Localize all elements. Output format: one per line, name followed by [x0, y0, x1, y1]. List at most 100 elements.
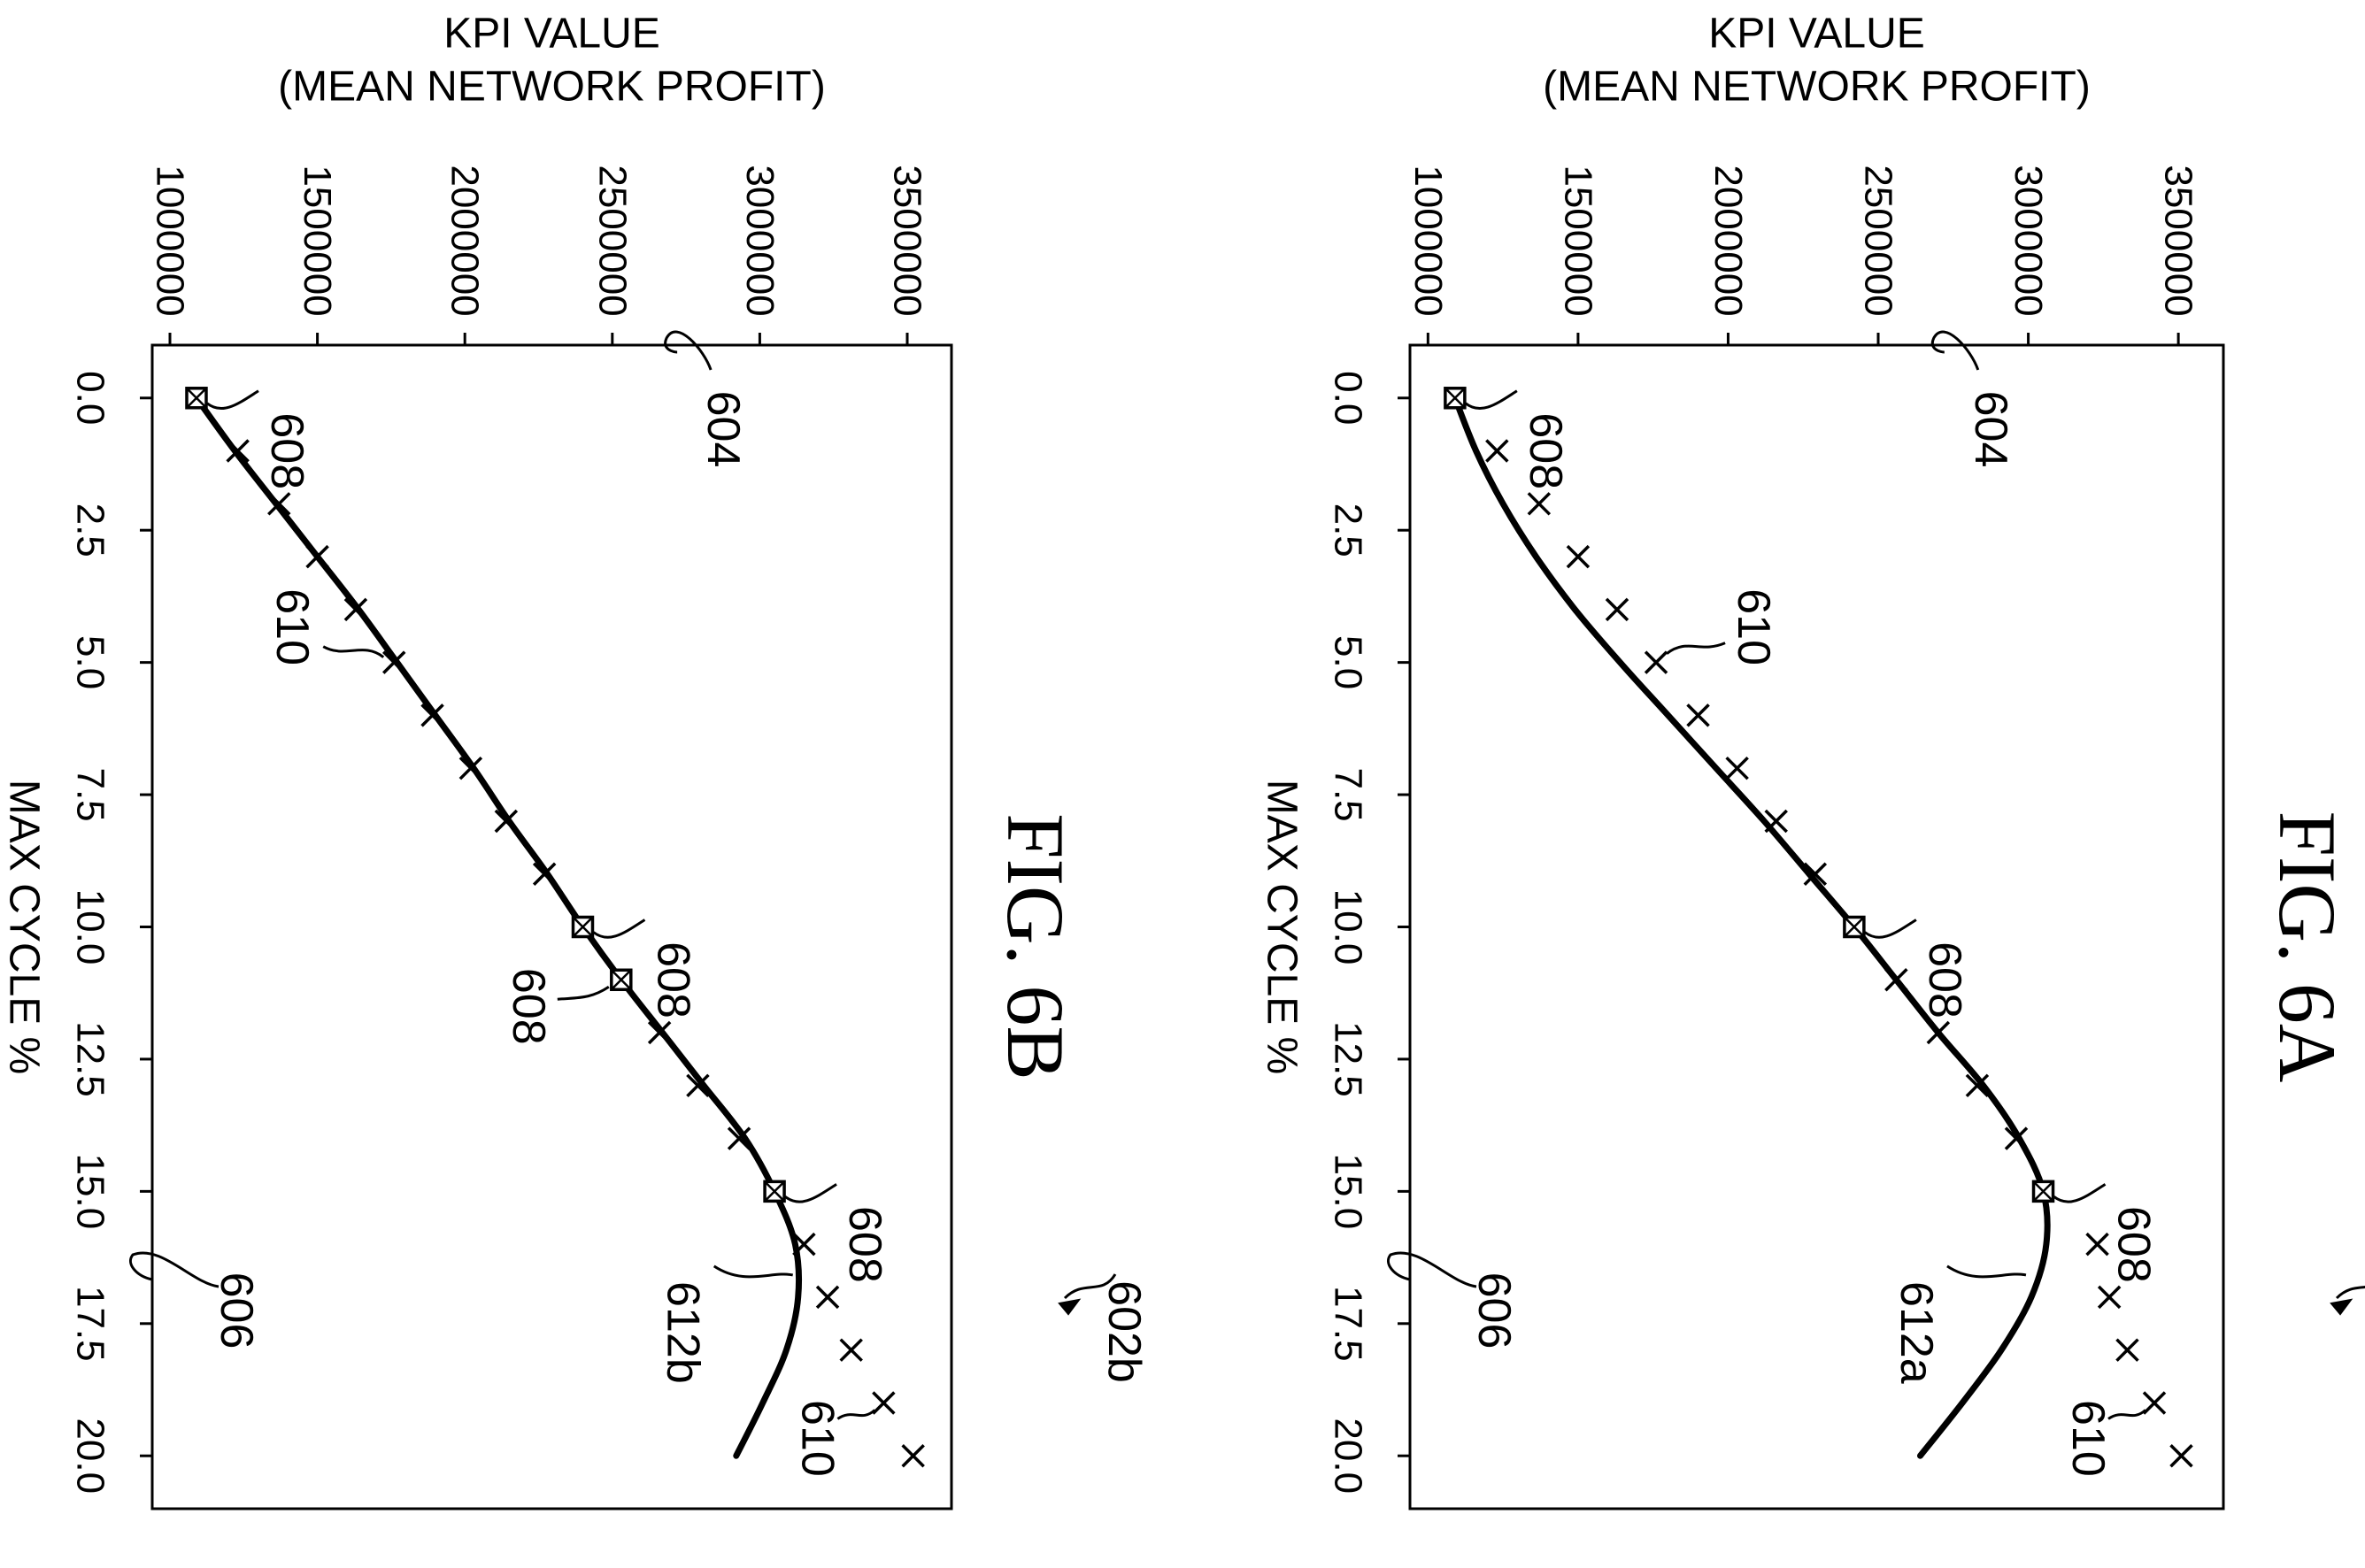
callout-612: 612b — [658, 1281, 709, 1384]
callout-610-tail: 610 — [2062, 1400, 2114, 1477]
callout-612-leader — [713, 1264, 794, 1279]
x-tick-label: 7.5 — [69, 767, 112, 821]
sample-point — [305, 544, 329, 569]
evaluated-point — [610, 968, 633, 992]
x-tick-label: 12.5 — [1327, 1021, 1370, 1097]
callout-606: 606 — [211, 1272, 262, 1349]
callout-608: 608 — [503, 968, 554, 1045]
y-axis-title-line2: (MEAN NETWORK PROFIT) — [1543, 64, 2091, 111]
sample-point — [872, 1391, 896, 1415]
plot-frame — [150, 343, 953, 1510]
sample-point — [2004, 1126, 2029, 1150]
x-tick-label: 2.5 — [69, 503, 112, 557]
callout-608-leader — [206, 389, 259, 410]
sample-point — [2085, 1232, 2109, 1257]
y-axis-title: KPI VALUE — [1708, 11, 1925, 58]
sample-point — [420, 703, 444, 727]
callout-608: 608 — [1520, 412, 1571, 489]
evaluated-point — [2031, 1180, 2055, 1203]
y-tick-label: 3500000 — [2157, 165, 2200, 316]
x-axis-title: MAX CYCLE % — [1259, 780, 1306, 1074]
figure-panel-6b: 0.0 2.5 5.0 7.5 10.0 12.5 15.0 17.5 20.0 1000000 1… — [1, 11, 1150, 1510]
x-tick-label: 17.5 — [1327, 1286, 1370, 1362]
panel-ref-arrowhead — [1058, 1298, 1082, 1316]
x-tick-label: 0.0 — [1327, 371, 1370, 425]
callout-606: 606 — [1468, 1272, 1520, 1349]
sample-point — [2115, 1338, 2139, 1362]
panel-ref-arrowhead — [2330, 1298, 2353, 1316]
panel-ref-leader — [1063, 1273, 1117, 1300]
y-tick-label: 3000000 — [738, 165, 782, 316]
x-tick-label: 15.0 — [69, 1154, 112, 1230]
panel-ref-leader — [2335, 1286, 2365, 1300]
figure-caption: FIG. 6A — [2262, 811, 2353, 1083]
sample-point — [343, 597, 368, 622]
sample-point — [2169, 1443, 2193, 1468]
y-tick-label: 1500000 — [296, 165, 339, 316]
sample-point — [494, 809, 519, 834]
sample-point — [1485, 439, 1509, 463]
evaluated-point — [763, 1180, 786, 1203]
y-tick-label: 2500000 — [590, 165, 634, 316]
x-tick-label: 0.0 — [69, 371, 112, 425]
sample-point — [458, 756, 483, 780]
y-tick-label: 3000000 — [2007, 165, 2050, 316]
sample-point — [815, 1285, 840, 1310]
x-axis-title: MAX CYCLE % — [1, 780, 48, 1074]
sample-point — [1527, 492, 1552, 516]
evaluated-point — [1444, 387, 1467, 410]
sample-point — [532, 862, 557, 886]
figure-caption: FIG. 6B — [990, 813, 1081, 1080]
sample-point — [727, 1126, 751, 1150]
callout-604-leader — [664, 330, 713, 371]
sample-point — [1725, 756, 1749, 780]
y-tick-label: 2000000 — [443, 165, 487, 316]
callout-604-leader — [1930, 330, 1980, 371]
y-tick-label: 2000000 — [1706, 165, 1750, 316]
y-tick-label: 3500000 — [886, 165, 929, 316]
sample-point — [647, 1020, 672, 1045]
sample-point — [2097, 1285, 2122, 1310]
callout-608: 608 — [839, 1206, 890, 1283]
fitted-curve — [1452, 395, 2051, 1459]
callout-608: 608 — [2108, 1206, 2160, 1283]
sample-point — [1926, 1020, 1951, 1045]
sample-point — [2142, 1391, 2167, 1415]
callout-608-leader — [557, 986, 610, 1001]
callout-610: 610 — [266, 588, 318, 665]
x-tick-label: 2.5 — [1327, 503, 1370, 557]
callout-608-leader — [784, 1183, 837, 1203]
callout-610: 610 — [1728, 588, 1779, 665]
sample-point — [1605, 597, 1629, 622]
x-tick-label: 12.5 — [69, 1021, 112, 1097]
sample-point — [839, 1338, 863, 1362]
callout-610-leader — [1666, 642, 1726, 655]
x-tick-label: 5.0 — [69, 635, 112, 689]
callout-604: 604 — [697, 391, 749, 468]
callout-606-leader — [1387, 1251, 1477, 1288]
sample-point — [1686, 703, 1710, 727]
x-tick-label: 7.5 — [1327, 767, 1370, 821]
sample-point — [901, 1443, 925, 1468]
callout-608-leader — [1863, 919, 1917, 939]
x-tick-label: 20.0 — [69, 1418, 112, 1494]
y-tick-label: 2500000 — [1857, 165, 1900, 316]
callout-606-leader — [129, 1251, 220, 1288]
sample-point — [1884, 968, 1908, 992]
x-tick-label: 10.0 — [1327, 889, 1370, 965]
sample-point — [1803, 862, 1828, 886]
evaluated-point — [185, 387, 208, 410]
x-tick-label: 10.0 — [69, 889, 112, 965]
y-axis-title-line2: (MEAN NETWORK PROFIT) — [278, 64, 826, 111]
x-tick-label: 15.0 — [1327, 1154, 1370, 1230]
y-tick-label: 1500000 — [1556, 165, 1599, 316]
y-tick-label: 1000000 — [1406, 165, 1450, 316]
callout-610-tail: 610 — [791, 1400, 843, 1477]
sample-point — [792, 1232, 816, 1257]
sample-point — [1965, 1073, 1990, 1098]
figure-panel-6a: 0.0 2.5 5.0 7.5 10.0 12.5 15.0 17.5 20.0 1000000 1… — [1259, 11, 2365, 1510]
callout-608: 608 — [261, 412, 312, 489]
sample-point — [1566, 544, 1591, 569]
callout-610-leader — [322, 645, 385, 658]
